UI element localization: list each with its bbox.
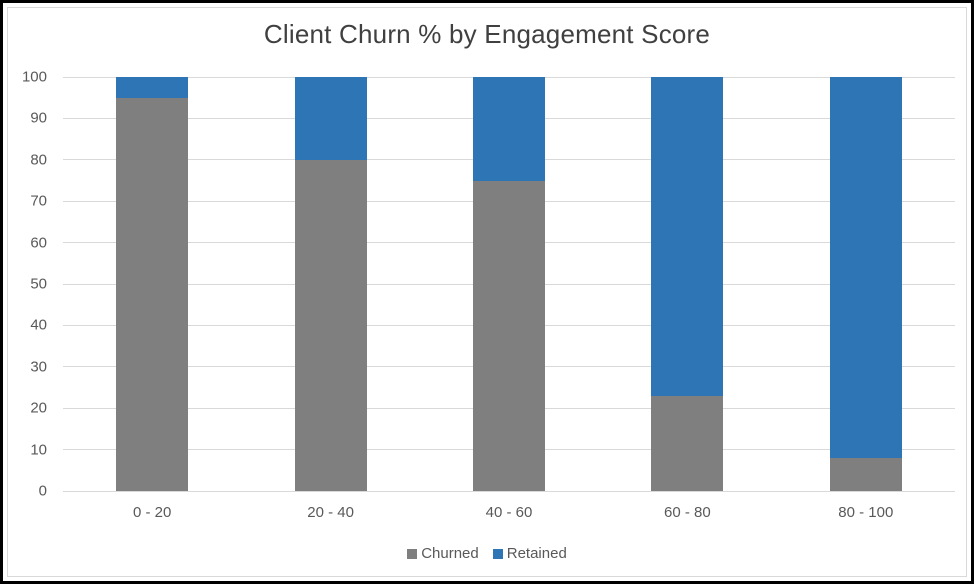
bar-segment-retained-2	[473, 77, 545, 181]
y-tick-label-60: 60	[30, 234, 47, 252]
y-tick-label-80: 80	[30, 151, 47, 169]
x-tick-label-2: 40 - 60	[485, 504, 533, 521]
bar-segment-churned-0	[116, 97, 189, 491]
y-tick-label-0: 0	[38, 482, 47, 500]
legend-label-churned: Churned	[421, 545, 479, 562]
y-tick-label-90: 90	[30, 109, 47, 127]
y-tick-label-10: 10	[30, 441, 47, 459]
gridline-y-0	[63, 490, 955, 492]
y-tick-label-100: 100	[21, 68, 47, 86]
bar-segment-retained-1	[294, 77, 367, 160]
legend-label-retained: Retained	[506, 545, 567, 562]
chart-title: Client Churn % by Engagement Score	[263, 19, 711, 49]
legend: Churned Retained	[3, 546, 971, 561]
bar-segment-churned-3	[651, 395, 724, 491]
y-tick-label-70: 70	[30, 192, 47, 210]
plot-area	[63, 76, 955, 492]
bar-segment-retained-3	[651, 77, 724, 396]
bar-80-100	[829, 77, 902, 491]
bar-0-20	[116, 77, 189, 491]
bar-20-40	[294, 77, 367, 491]
x-tick-label-0: 0 - 20	[133, 504, 172, 521]
x-tick-label-1: 20 - 40	[307, 504, 354, 521]
legend-item-retained: Retained	[492, 545, 567, 562]
bar-segment-churned-2	[473, 180, 545, 491]
y-tick-label-30: 30	[30, 358, 47, 376]
bar-segment-retained-0	[116, 77, 189, 98]
y-tick-label-40: 40	[30, 316, 47, 334]
bar-60-80	[651, 77, 724, 491]
bar-40-60	[473, 77, 545, 491]
legend-swatch-churned	[407, 548, 418, 559]
bar-segment-churned-4	[829, 457, 902, 491]
bar-segment-retained-4	[829, 77, 902, 458]
x-tick-label-3: 60 - 80	[664, 504, 711, 521]
legend-swatch-retained	[492, 548, 503, 559]
x-tick-label-4: 80 - 100	[838, 504, 894, 521]
bar-segment-churned-1	[294, 159, 367, 491]
y-tick-label-20: 20	[30, 399, 47, 417]
legend-item-churned: Churned	[407, 546, 479, 561]
y-tick-label-50: 50	[30, 275, 47, 293]
